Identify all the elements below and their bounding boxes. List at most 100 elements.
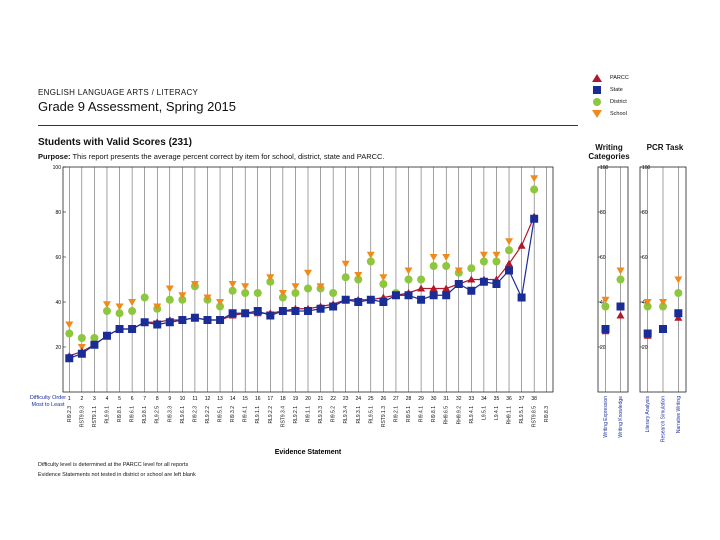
state-point (354, 298, 363, 306)
x-category-label: RST9.8.5 (532, 406, 538, 427)
x-category-label: RI9.8.1 (431, 406, 437, 422)
parcc-point (467, 275, 476, 283)
x-category-label: RH9.9.2 (456, 406, 462, 425)
x-category-label: RL9.5.1 (519, 406, 525, 424)
district-point (530, 185, 539, 194)
legend-label: PARCC (610, 75, 629, 81)
footnote-untested: Evidence Statements not tested in distri… (38, 472, 196, 478)
x-category-label: Writing Expression (603, 396, 609, 438)
difficulty-order-number: 7 (143, 396, 146, 402)
state-point (266, 311, 275, 320)
x-category-label: RL9.9.1 (104, 406, 110, 424)
district-point (291, 289, 300, 297)
state-point (140, 318, 149, 327)
parcc-point (442, 284, 451, 292)
legend-label: State (610, 87, 623, 93)
district-point (479, 257, 488, 266)
difficulty-order-number: 10 (180, 396, 186, 402)
state-point (674, 309, 683, 318)
state-point (492, 280, 501, 288)
legend: PARCC State District School (590, 72, 629, 120)
difficulty-order-number: 30 (431, 396, 437, 402)
school-point (165, 285, 174, 293)
state-point (467, 286, 476, 295)
x-category-label: RL9.3.3 (318, 406, 324, 424)
parcc-series-line (69, 216, 535, 357)
district-point (366, 257, 375, 266)
y-tick-label: 40 (55, 300, 61, 306)
parcc-point (417, 284, 426, 292)
school-point (616, 267, 625, 275)
state-point (391, 291, 400, 300)
district-point (241, 289, 250, 297)
state-point (178, 316, 187, 324)
difficulty-order-number: 27 (393, 396, 399, 402)
x-category-label: L9.5.1 (481, 406, 487, 420)
district-point (505, 246, 514, 255)
y-tick-label: 100 (642, 165, 651, 171)
difficulty-order-number: 18 (280, 396, 286, 402)
state-point (316, 304, 325, 313)
state-point (153, 320, 162, 329)
state-point (379, 298, 388, 306)
parcc-point (505, 259, 514, 267)
difficulty-order-number: 15 (242, 396, 248, 402)
difficulty-order-number: 35 (494, 396, 500, 402)
plot-frame (597, 166, 629, 393)
x-category-label: RL9.4.1 (469, 406, 475, 424)
y-tick-label: 40 (600, 300, 606, 306)
x-category-label: RL9.8.1 (142, 406, 148, 424)
district-point (90, 334, 99, 342)
x-category-label: RH9.6.5 (444, 406, 450, 425)
state-point (643, 329, 652, 338)
school-point (128, 299, 137, 306)
x-category-label: RL9.2.1 (293, 406, 299, 424)
state-point (216, 316, 225, 324)
school-point (102, 301, 111, 309)
district-point (442, 262, 451, 270)
difficulty-order-number: 22 (330, 396, 336, 402)
legend-item-parcc: PARCC (590, 72, 629, 84)
y-tick-label: 20 (600, 345, 606, 351)
legend-item-district: District (590, 96, 629, 108)
state-point (429, 291, 438, 300)
state-point (253, 307, 262, 315)
x-category-label: RI9.1.1 (306, 406, 312, 422)
difficulty-order-number: 11 (192, 396, 197, 402)
difficulty-order-number: 14 (230, 396, 236, 402)
difficulty-order-number: 3 (93, 396, 96, 402)
x-category-label: L9.4.1 (494, 406, 500, 420)
circle-icon (593, 98, 601, 106)
district-point (467, 264, 476, 273)
x-category-label: RI9.5.1 (218, 406, 224, 422)
school-point (404, 267, 413, 275)
y-tick-label: 60 (642, 255, 648, 261)
x-category-label: Literary Analysis (645, 396, 651, 433)
state-point (417, 295, 426, 304)
x-category-label: RST9.1.1 (92, 406, 98, 427)
pcr-task-title: PCR Task (646, 143, 684, 152)
y-tick-label: 80 (55, 210, 61, 216)
x-category-label: RI9.2.3 (67, 406, 73, 422)
x-category-label: RL9.6.1 (180, 406, 186, 424)
district-point (178, 295, 187, 304)
state-point (190, 313, 199, 322)
district-point (304, 284, 312, 293)
school-point (442, 254, 451, 261)
state-point (165, 318, 174, 327)
district-point (165, 295, 174, 304)
y-tick-label: 60 (55, 255, 61, 261)
writing-categories-title: Writing Categories (588, 143, 630, 161)
legend-label: District (610, 99, 627, 105)
difficulty-order-number: 16 (255, 396, 261, 402)
y-tick-label: 60 (600, 255, 606, 261)
district-point (216, 302, 225, 311)
school-point (65, 321, 74, 329)
state-point (77, 349, 86, 358)
state-point (659, 325, 667, 333)
state-point (128, 325, 137, 333)
district-point (253, 289, 262, 297)
district-point (643, 302, 652, 311)
state-point (278, 307, 287, 315)
parcc-point (429, 284, 438, 292)
